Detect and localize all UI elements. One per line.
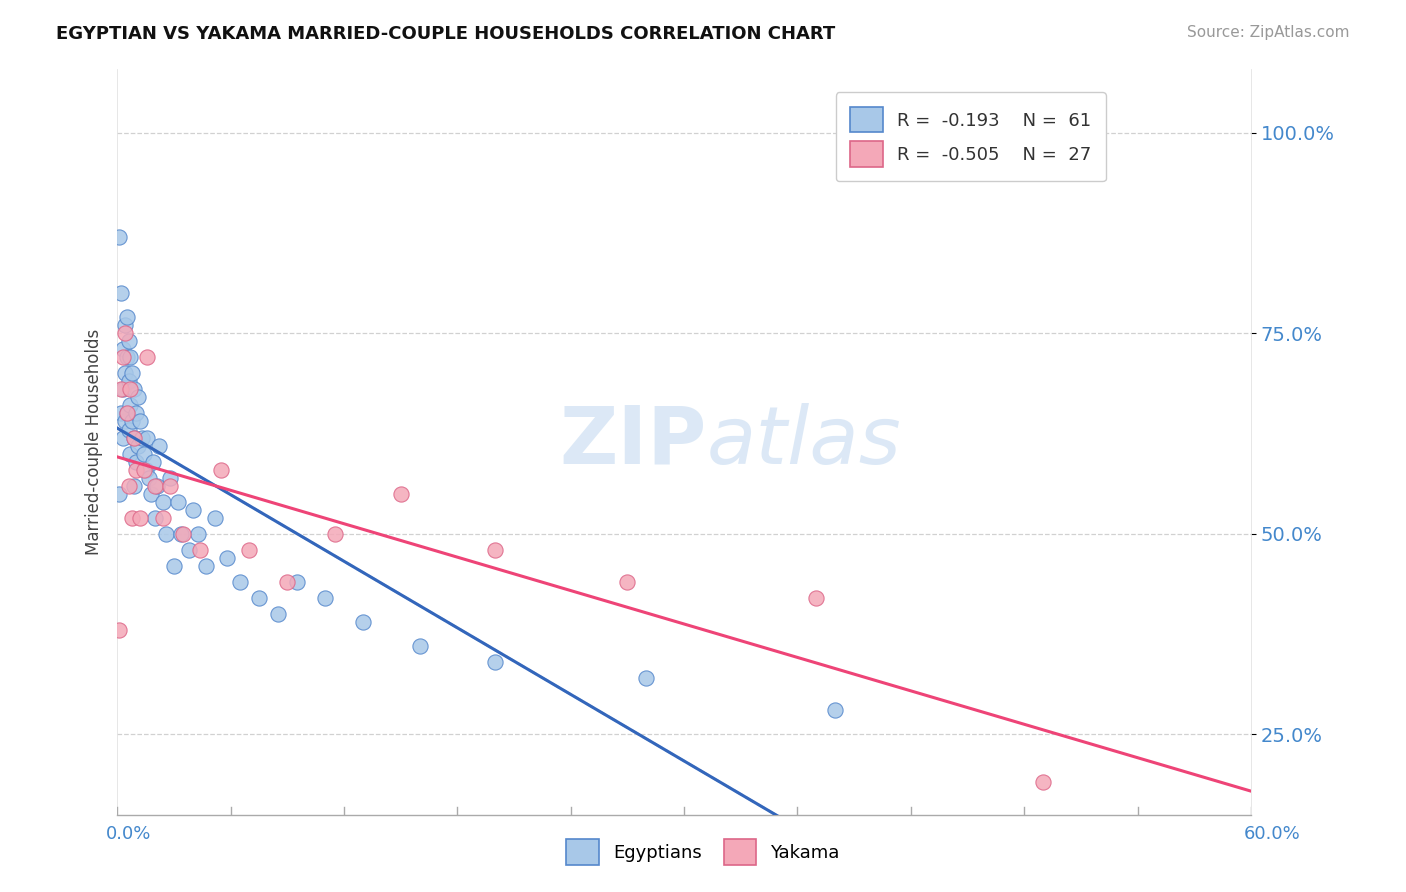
Point: [117, 423, 139, 437]
Point: [152, 494, 174, 508]
Point: [127, 391, 149, 405]
Point: [142, 454, 165, 468]
Text: 0.0%: 0.0%: [105, 825, 150, 843]
Point: [138, 470, 160, 484]
Point: [125, 462, 148, 476]
Point: [314, 591, 336, 605]
Point: [141, 486, 163, 500]
Point: [114, 415, 136, 429]
Point: [152, 510, 174, 524]
Point: [115, 407, 138, 421]
Text: Source: ZipAtlas.com: Source: ZipAtlas.com: [1187, 25, 1350, 40]
Point: [114, 318, 136, 333]
Point: [172, 526, 194, 541]
Point: [128, 510, 150, 524]
Point: [110, 407, 132, 421]
Point: [122, 431, 145, 445]
Point: [238, 542, 260, 557]
Point: [115, 407, 138, 421]
Point: [323, 526, 346, 541]
Point: [616, 574, 638, 589]
Point: [276, 574, 298, 589]
Point: [148, 438, 170, 452]
Point: [128, 415, 150, 429]
Text: ZIP: ZIP: [560, 402, 707, 481]
Text: 60.0%: 60.0%: [1244, 825, 1301, 843]
Point: [143, 478, 166, 492]
Point: [121, 415, 143, 429]
Y-axis label: Married-couple Households: Married-couple Households: [86, 328, 103, 555]
Point: [177, 542, 200, 557]
Point: [166, 494, 188, 508]
Point: [352, 615, 374, 629]
Point: [215, 550, 238, 565]
Point: [132, 446, 155, 460]
Point: [125, 454, 148, 468]
Point: [110, 383, 132, 397]
Point: [229, 574, 252, 589]
Point: [1032, 775, 1054, 789]
Point: [122, 431, 145, 445]
Point: [121, 367, 143, 381]
Point: [136, 431, 159, 445]
Point: [115, 310, 138, 325]
Point: [111, 351, 134, 365]
Point: [110, 286, 132, 301]
Point: [120, 351, 142, 365]
Point: [117, 478, 139, 492]
Point: [195, 558, 218, 573]
Point: [127, 438, 149, 452]
Point: [143, 510, 166, 524]
Point: [159, 478, 181, 492]
Point: [636, 671, 658, 685]
Point: [108, 486, 131, 500]
Point: [389, 486, 412, 500]
Point: [114, 326, 136, 341]
Point: [120, 383, 142, 397]
Point: [131, 431, 153, 445]
Text: EGYPTIAN VS YAKAMA MARRIED-COUPLE HOUSEHOLDS CORRELATION CHART: EGYPTIAN VS YAKAMA MARRIED-COUPLE HOUSEH…: [56, 25, 835, 43]
Point: [121, 510, 143, 524]
Point: [484, 542, 506, 557]
Point: [117, 375, 139, 389]
Point: [188, 542, 211, 557]
Point: [108, 230, 131, 244]
Point: [484, 655, 506, 669]
Point: [170, 526, 193, 541]
Point: [408, 639, 430, 653]
Point: [111, 431, 134, 445]
Point: [285, 574, 308, 589]
Point: [108, 623, 131, 637]
Point: [136, 351, 159, 365]
Point: [187, 526, 209, 541]
Point: [159, 470, 181, 484]
Point: [114, 367, 136, 381]
Point: [111, 383, 134, 397]
Point: [181, 502, 204, 516]
Point: [115, 351, 138, 365]
Point: [125, 407, 148, 421]
Point: [132, 462, 155, 476]
Point: [209, 462, 232, 476]
Point: [247, 591, 270, 605]
Point: [155, 526, 177, 541]
Point: [111, 343, 134, 357]
Point: [120, 446, 142, 460]
Legend: Egyptians, Yakama: Egyptians, Yakama: [557, 830, 849, 874]
Text: atlas: atlas: [707, 402, 901, 481]
Point: [117, 334, 139, 349]
Point: [267, 607, 290, 621]
Point: [146, 478, 169, 492]
Point: [135, 462, 157, 476]
Point: [806, 591, 828, 605]
Point: [204, 510, 226, 524]
Point: [122, 478, 145, 492]
Point: [122, 383, 145, 397]
Point: [824, 703, 846, 717]
Legend: R =  -0.193    N =  61, R =  -0.505    N =  27: R = -0.193 N = 61, R = -0.505 N = 27: [835, 93, 1107, 181]
Point: [120, 399, 142, 413]
Point: [163, 558, 186, 573]
